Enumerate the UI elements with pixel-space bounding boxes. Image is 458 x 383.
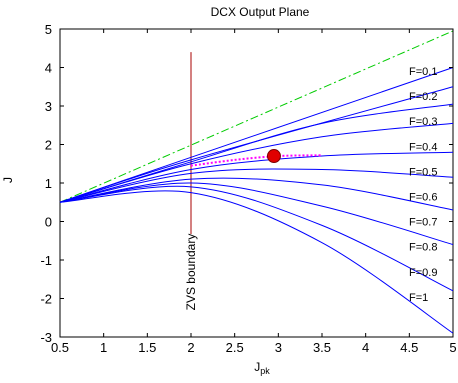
curve-label: F=0.2 — [409, 91, 437, 103]
curve-f-1 — [59, 190, 454, 334]
curve-label: F=1 — [409, 292, 428, 304]
x-tick-label: 5 — [449, 340, 456, 355]
curve-label: F=0.4 — [409, 141, 437, 153]
y-tick-label: 4 — [45, 61, 52, 76]
curve-label: F=0.3 — [409, 116, 437, 128]
y-tick-label: 5 — [45, 22, 52, 37]
zvs-label-background — [183, 234, 199, 310]
y-tick-label: 3 — [45, 99, 52, 114]
curve-label: F=0.9 — [409, 267, 437, 279]
curve-label: F=0.7 — [409, 217, 437, 229]
x-tick-label: 2 — [187, 340, 194, 355]
x-axis-label-subscript: pk — [260, 366, 270, 376]
x-tick-label: 3 — [275, 340, 282, 355]
curve-f-0-5 — [59, 151, 454, 203]
y-tick-label: -1 — [40, 253, 52, 268]
y-tick-label: 2 — [45, 138, 52, 153]
curve-label: F=0.5 — [409, 166, 437, 178]
curve-f-0-6 — [59, 168, 454, 203]
y-tick-label: 0 — [45, 215, 52, 230]
curve-f-0-8 — [59, 182, 454, 246]
axis-ticks: 0.5 1 1.5 2 2.5 3 3.5 4 4.5 5 -3 -2 -1 0 1 2 3 4 5 — [40, 22, 456, 355]
axes-frame — [59, 28, 454, 338]
y-tick-label: -2 — [40, 292, 52, 307]
x-axis-label: Jpk — [254, 360, 270, 376]
x-tick-label: 3.5 — [313, 340, 331, 355]
y-tick-label: -3 — [40, 330, 52, 345]
x-tick-label: 0.5 — [51, 340, 69, 355]
envelope-line — [59, 30, 454, 203]
y-axis-label: J — [1, 177, 15, 183]
operating-trace — [190, 154, 323, 167]
curve-f-0-7 — [59, 177, 454, 211]
plot-area: F=0.1 F=0.2 F=0.3 F=0.4 F=0.5 F=0.6 F=0.7 F=0.8… — [59, 28, 454, 338]
zvs-boundary-label: ZVS boundary — [184, 234, 198, 311]
x-tick-label: 1.5 — [138, 340, 156, 355]
x-tick-label: 2.5 — [226, 340, 244, 355]
y-tick-label: 1 — [45, 176, 52, 191]
x-tick-label: 1 — [100, 340, 107, 355]
curve-label: F=0.6 — [409, 192, 437, 204]
curve-f-0-4 — [59, 122, 454, 203]
curve-label: F=0.1 — [409, 66, 437, 78]
x-axis-label-main: J — [254, 360, 260, 374]
x-tick-label: 4 — [362, 340, 369, 355]
x-tick-label: 4.5 — [400, 340, 418, 355]
operating-point — [266, 149, 281, 164]
curve-f-0-2 — [59, 86, 454, 203]
curve-label: F=0.8 — [409, 242, 437, 254]
curve-f-0-9 — [59, 185, 454, 292]
chart-title: DCX Output Plane — [211, 5, 310, 19]
